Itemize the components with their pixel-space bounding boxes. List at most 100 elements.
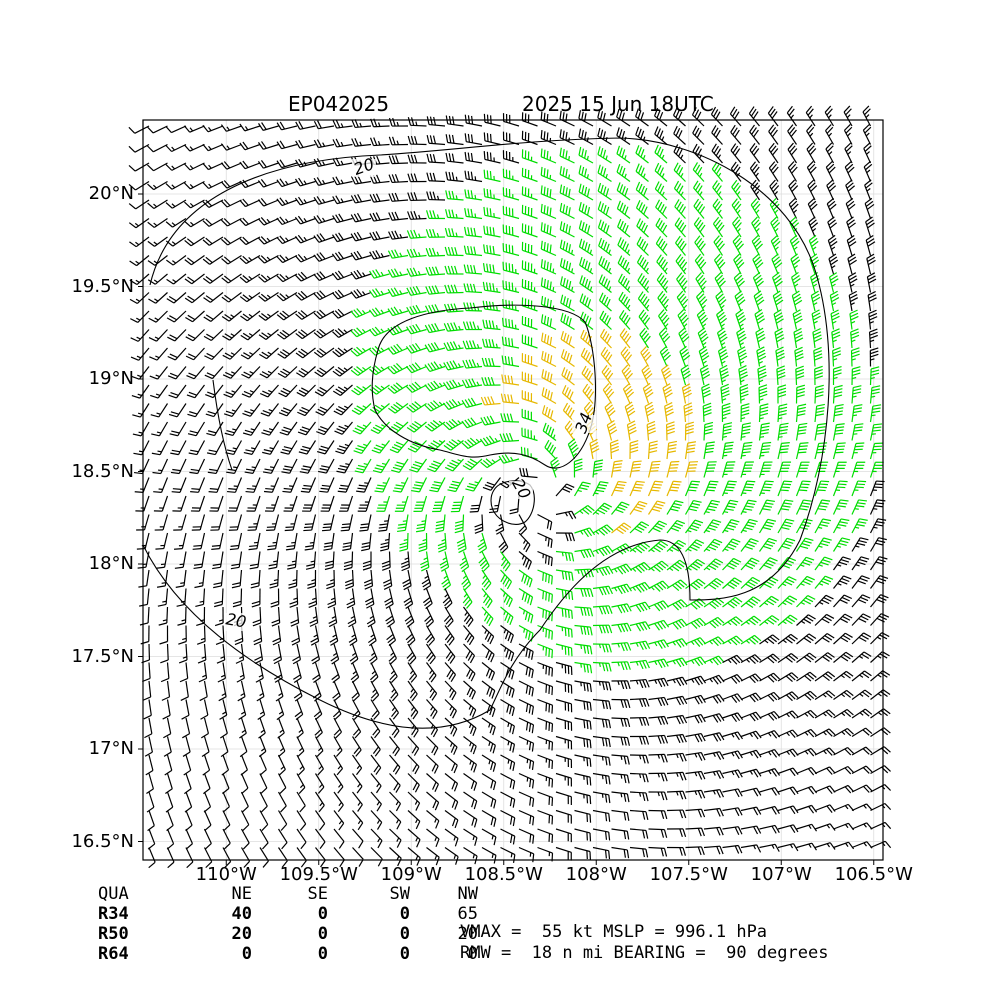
wind-barb: [352, 773, 363, 794]
wind-barb: [193, 551, 206, 570]
wind-barb: [685, 539, 705, 552]
wind-barb: [332, 384, 353, 396]
wind-barb: [851, 442, 865, 460]
wind-barb: [315, 847, 326, 868]
wind-barb: [777, 653, 799, 663]
wind-barb: [638, 309, 651, 330]
wind-barb: [209, 495, 224, 512]
wind-barb: [731, 198, 742, 219]
wind-barb: [255, 662, 264, 683]
wind-barb: [242, 403, 261, 417]
wind-barb: [331, 289, 353, 300]
wind-barb: [227, 477, 243, 493]
wind-barb: [187, 403, 205, 418]
wind-barb: [370, 699, 380, 720]
wind-barb: [313, 271, 335, 282]
wind-barb: [635, 126, 649, 145]
wind-barb: [711, 143, 723, 164]
wind-barb: [758, 518, 777, 534]
wind-barb: [666, 657, 688, 668]
wind-barb: [277, 828, 288, 850]
wind-barb: [611, 680, 631, 690]
wind-barb: [629, 460, 642, 478]
wind-barb: [294, 215, 316, 225]
wind-barb: [703, 751, 725, 761]
wind-barb: [666, 500, 684, 515]
wind-barb: [733, 253, 745, 275]
wind-barb: [814, 842, 836, 850]
wind-barb: [240, 329, 261, 341]
wind-barb: [777, 729, 799, 738]
wind-barb: [717, 346, 729, 367]
wind-barb: [135, 495, 150, 512]
wind-barb: [370, 754, 382, 775]
wind-barb: [332, 699, 342, 721]
wind-barb: [445, 209, 464, 220]
wind-barb: [406, 401, 427, 413]
wind-barb: [851, 594, 871, 608]
wind-barb: [303, 514, 317, 532]
wind-barb: [592, 680, 612, 691]
wind-barb: [592, 717, 611, 729]
wind-barb: [729, 106, 742, 127]
wind-barb: [463, 226, 483, 238]
wind-barb: [415, 514, 428, 533]
wind-barb: [222, 329, 242, 341]
wind-barb: [537, 532, 553, 548]
wind-barb: [824, 105, 835, 127]
wind-barb: [734, 290, 746, 312]
wind-barb: [204, 366, 224, 380]
wind-barb: [648, 772, 668, 782]
wind-barb: [833, 765, 855, 775]
wind-barb: [637, 291, 650, 312]
wind-barb: [749, 143, 760, 164]
wind-barb: [160, 643, 169, 664]
wind-barb: [239, 141, 261, 151]
wind-barb: [389, 810, 402, 830]
wind-barb: [147, 180, 168, 191]
wind-barb: [740, 749, 762, 759]
wind-barb: [592, 624, 613, 634]
wind-barb: [206, 440, 224, 456]
wind-barb: [851, 841, 873, 849]
wind-barb: [795, 480, 811, 497]
wind-barb: [809, 253, 820, 275]
wind-barb: [139, 588, 150, 607]
wind-barb: [261, 421, 279, 436]
wind-barb: [387, 363, 409, 375]
header-qua: QUA: [98, 884, 129, 904]
wind-barb: [540, 259, 557, 275]
wind-barb: [617, 273, 631, 293]
wind-barb: [617, 237, 631, 256]
wind-barb: [269, 569, 280, 589]
wind-barb: [313, 120, 335, 130]
wind-barb: [165, 199, 187, 209]
wind-barb: [332, 195, 353, 205]
wind-barb: [777, 537, 796, 552]
wind-barb: [796, 652, 817, 663]
wind-barb: [703, 616, 725, 629]
wind-barb: [849, 309, 859, 330]
wind-barb: [138, 569, 150, 588]
wind-barb: [502, 261, 520, 275]
wind-barb: [685, 578, 706, 591]
wind-barb: [444, 754, 458, 774]
wind-barb: [313, 177, 335, 186]
wind-barb: [331, 251, 353, 262]
wind-barb: [160, 662, 170, 683]
wind-barb: [864, 179, 873, 201]
wind-barb: [259, 773, 268, 795]
wind-barb: [296, 754, 305, 776]
wind-barb: [218, 680, 227, 702]
wind-barb: [185, 810, 193, 832]
wind-barb: [648, 600, 670, 612]
wind-barb: [316, 421, 335, 436]
wind-barb: [826, 197, 837, 219]
wind-barb: [722, 557, 742, 571]
wind-barb: [369, 212, 390, 222]
wind-barb: [740, 787, 762, 797]
wind-barb: [712, 198, 723, 219]
wind-barb: [502, 113, 520, 127]
wind-barb: [655, 236, 668, 256]
wind-barb: [629, 640, 651, 651]
